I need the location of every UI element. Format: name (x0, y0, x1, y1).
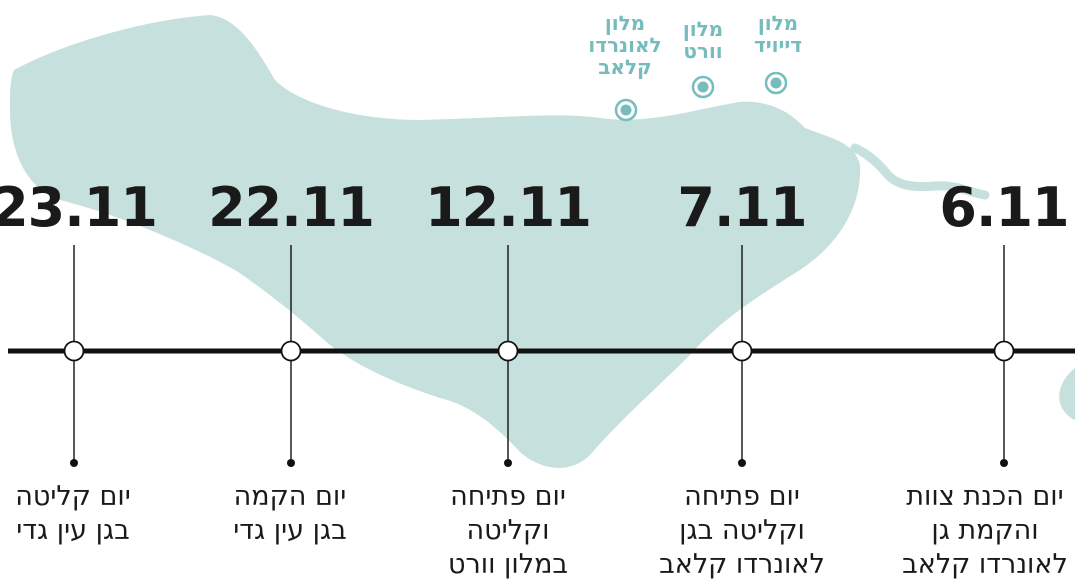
event-line: במלון וורט (447, 549, 569, 580)
milestone-event-23-11: יום קליטה בגן עין גדי (0, 480, 163, 548)
event-line: לאונרדו קלאב (902, 549, 1068, 580)
event-line: יום פתיחה (684, 481, 800, 512)
milestone-date-23-11: 23.11 (0, 176, 158, 239)
sea-edge-shape (1059, 368, 1075, 420)
milestone-end-dot (504, 459, 512, 467)
hotel-line: מלון (604, 11, 646, 35)
event-line: יום הקמה (233, 481, 347, 512)
hotel-label-leonardo-club: מלון לאונרדו קלאב (575, 12, 675, 78)
sea-shape (10, 15, 861, 468)
milestone-node (993, 340, 1015, 362)
hotel-line: וורט (683, 39, 723, 63)
milestone-node (63, 340, 85, 362)
milestone-node (280, 340, 302, 362)
event-line: והקמת גן (931, 515, 1039, 546)
milestone-date-6-11: 6.11 (939, 176, 1069, 239)
event-line: וקליטה בגן (679, 515, 805, 546)
hotel-markers (614, 71, 788, 122)
hotel-line: דייויד (753, 33, 803, 57)
milestone-end-dot (738, 459, 746, 467)
milestone-date-7-11: 7.11 (677, 176, 807, 239)
event-line: יום פתיחה (450, 481, 566, 512)
milestone-event-12-11: יום פתיחה וקליטה במלון וורט (418, 480, 598, 582)
milestone-end-dot (287, 459, 295, 467)
timeline-connectors (63, 245, 1015, 467)
milestone-end-dot (70, 459, 78, 467)
event-line: יום הכנת צוות (906, 481, 1064, 512)
milestone-node (731, 340, 753, 362)
milestone-date-22-11: 22.11 (208, 176, 375, 239)
event-line: וקליטה (466, 515, 550, 546)
milestone-end-dot (1000, 459, 1008, 467)
milestone-date-12-11: 12.11 (425, 176, 592, 239)
hotel-marker-dot (697, 81, 709, 93)
event-line: בגן עין גדי (233, 515, 347, 546)
hotel-line: קלאב (598, 55, 652, 79)
river-inlet (850, 143, 990, 200)
hotel-line: מלון (757, 11, 799, 35)
hotel-marker-dot (620, 104, 632, 116)
milestone-node (497, 340, 519, 362)
event-line: יום קליטה (15, 481, 131, 512)
milestone-event-6-11: יום הכנת צוות והקמת גן לאונרדו קלאב (895, 480, 1075, 582)
event-line: בגן עין גדי (16, 515, 130, 546)
hotel-marker-dot (770, 77, 782, 89)
milestone-event-22-11: יום הקמה בגן עין גדי (200, 480, 380, 548)
hotel-label-vert: מלון וורט (653, 18, 753, 62)
hotel-line: לאונרדו (588, 33, 662, 57)
hotel-label-david: מלון דייויד (728, 12, 828, 56)
hotel-line: מלון (682, 17, 724, 41)
milestone-event-7-11: יום פתיחה וקליטה בגן לאונרדו קלאב (652, 480, 832, 582)
event-line: לאונרדו קלאב (659, 549, 825, 580)
